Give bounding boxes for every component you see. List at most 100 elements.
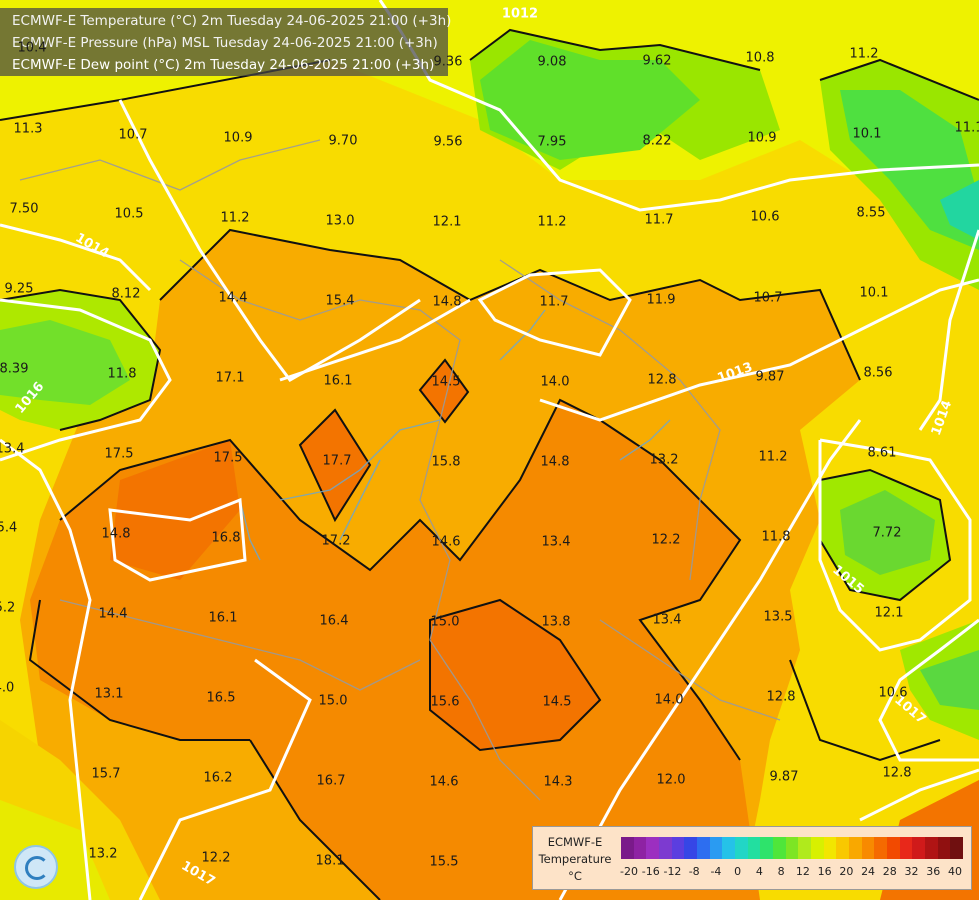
isobar-label: 1012	[501, 6, 539, 22]
dewpoint-value: 14.8	[101, 526, 131, 542]
dewpoint-value: 14.8	[540, 454, 570, 470]
legend-tick-label: 28	[882, 865, 897, 878]
dewpoint-value: 17.1	[215, 370, 245, 386]
dewpoint-value: 8.61	[867, 445, 897, 461]
legend-swatch	[849, 837, 862, 859]
legend-swatch	[621, 837, 634, 859]
dewpoint-value: 5.4	[0, 520, 18, 536]
dewpoint-value: 8.12	[111, 286, 141, 302]
dewpoint-value: 9.25	[4, 281, 34, 297]
legend-swatch	[722, 837, 736, 859]
dewpoint-value: 14.6	[431, 534, 461, 550]
temperature-legend: ECMWF-E Temperature °C -20 -16 -12 -8 -4 0 4 8 1…	[532, 826, 972, 890]
dewpoint-value: 8.56	[863, 365, 893, 381]
dewpoint-value: 9.87	[755, 369, 785, 385]
dewpoint-value: 13.0	[325, 213, 355, 229]
legend-title-line: °C	[568, 869, 582, 883]
title-temperature: ECMWF-E Temperature (°C) 2m Tuesday 24-0…	[12, 13, 452, 29]
dewpoint-value: 11.7	[644, 212, 674, 228]
dewpoint-value: 10.1	[859, 285, 889, 301]
dewpoint-value: 15.0	[318, 693, 348, 709]
legend-title-line: ECMWF-E	[547, 835, 603, 849]
dewpoint-value: 17.7	[322, 453, 352, 469]
dewpoint-value: 16.1	[208, 610, 238, 626]
dewpoint-value: 17.5	[213, 450, 243, 466]
legend-swatch	[709, 837, 723, 859]
dewpoint-value: 4.0	[0, 680, 15, 696]
dewpoint-value: 13.4	[652, 612, 682, 628]
legend-swatch	[823, 837, 837, 859]
dewpoint-value: 16.7	[316, 773, 346, 789]
dewpoint-value: 15.5	[429, 854, 459, 870]
legend-tick-label: 12	[795, 865, 810, 878]
dewpoint-value: 14.0	[654, 692, 684, 708]
dewpoint-value: 11.9	[646, 292, 676, 308]
legend-swatch	[874, 837, 888, 859]
dewpoint-value: 14.5	[431, 374, 461, 390]
dewpoint-value: 15.6	[430, 694, 460, 710]
dewpoint-value: 8.55	[856, 205, 886, 221]
dewpoint-value: 13.5	[763, 609, 793, 625]
dewpoint-value: 16.5	[206, 690, 236, 706]
dewpoint-value: 11.3	[13, 121, 43, 137]
legend-tick-label: -12	[663, 865, 682, 878]
legend-swatch	[785, 837, 799, 859]
map-title-panel: ECMWF-E Temperature (°C) 2m Tuesday 24-0…	[0, 8, 452, 76]
dewpoint-value: 14.4	[218, 290, 248, 306]
legend-tick-label: 8	[777, 865, 785, 878]
legend-swatch	[925, 837, 938, 859]
dewpoint-value: 17.2	[321, 533, 351, 549]
dewpoint-value: 16.4	[319, 613, 349, 629]
dewpoint-value: 16.2	[203, 770, 233, 786]
dewpoint-value: 9.62	[642, 53, 672, 69]
dewpoint-value: 15.0	[430, 614, 460, 630]
dewpoint-value: 8.22	[642, 133, 672, 149]
legend-tick-label: 16	[817, 865, 832, 878]
dewpoint-value: 10.7	[118, 127, 148, 143]
dewpoint-value: 12.8	[882, 765, 912, 781]
dewpoint-value: 14.8	[432, 294, 462, 310]
dewpoint-value: 10.6	[750, 209, 780, 225]
legend-swatch	[912, 837, 926, 859]
dewpoint-value: 11.2	[758, 449, 788, 465]
dewpoint-value: 15.4	[325, 293, 355, 309]
legend-tick-label: -16	[641, 865, 660, 878]
dewpoint-value: 11.1	[954, 120, 979, 136]
dewpoint-value: 12.8	[647, 372, 677, 388]
dewpoint-value: 11.2	[537, 214, 567, 230]
dewpoint-value: 5.2	[0, 600, 16, 616]
legend-swatch	[747, 837, 761, 859]
dewpoint-value: 10.1	[852, 126, 882, 142]
dewpoint-value: 12.0	[656, 772, 686, 788]
legend-swatch	[861, 837, 875, 859]
dewpoint-value: 13.2	[88, 846, 118, 862]
legend-tick-label: 32	[904, 865, 919, 878]
legend-swatch	[811, 837, 824, 859]
dewpoint-value: 13.8	[541, 614, 571, 630]
dewpoint-value: 12.8	[766, 689, 796, 705]
dewpoint-value: 12.2	[201, 850, 231, 866]
legend-swatch	[937, 837, 951, 859]
legend-tick-label: -20	[620, 865, 638, 878]
dewpoint-value: 13.2	[649, 452, 679, 468]
dewpoint-value: 17.5	[104, 446, 134, 462]
dewpoint-value: 10.5	[114, 206, 144, 222]
legend-tick-label: 20	[839, 865, 854, 878]
legend-swatch	[697, 837, 710, 859]
dewpoint-value: 10.8	[745, 50, 775, 66]
dewpoint-value: 12.1	[874, 605, 904, 621]
legend-color-scale	[621, 837, 964, 859]
dewpoint-value: 18.1	[315, 853, 345, 869]
dewpoint-value: 7.72	[872, 525, 902, 541]
dewpoint-value: 9.56	[433, 134, 463, 150]
legend-tick-labels: -20 -16 -12 -8 -4 0 4 8 12 16 20 24 28 32 36 40	[620, 865, 963, 879]
dewpoint-value: 7.50	[9, 201, 39, 217]
dewpoint-value: 11.2	[220, 210, 250, 226]
legend-swatch	[684, 837, 698, 859]
dewpoint-value: 11.2	[849, 46, 879, 62]
dewpoint-value: 9.36	[433, 54, 463, 70]
dewpoint-value: 11.8	[107, 366, 137, 382]
legend-swatch	[646, 837, 660, 859]
dewpoint-value: 11.8	[761, 529, 791, 545]
legend-tick-label: 0	[734, 865, 742, 878]
